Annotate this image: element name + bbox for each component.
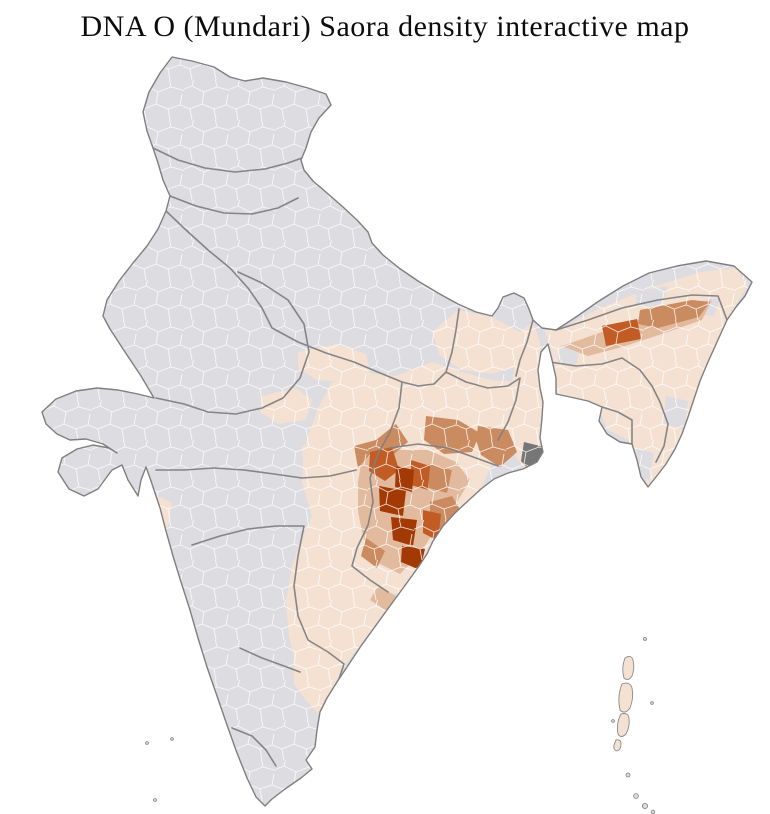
lakshadweep-islands[interactable] [145,737,174,802]
islet[interactable] [625,772,631,778]
state-borders [152,147,728,767]
andaman-north-island[interactable] [622,655,635,681]
region-udupi-district[interactable] [169,614,180,641]
andaman-south-island[interactable] [616,713,630,737]
islet[interactable] [633,793,639,799]
islet[interactable] [642,803,649,810]
islet[interactable] [145,741,149,745]
andaman-middle-island[interactable] [618,682,634,713]
islet[interactable] [170,737,174,741]
islet[interactable] [650,809,656,814]
page-title: DNA O (Mundari) Saora density interactiv… [80,10,690,43]
andaman-islands[interactable] [613,655,635,752]
islet[interactable] [643,637,647,641]
islet[interactable] [153,798,157,802]
islet[interactable] [650,701,654,705]
district-mesh-overlay [42,57,752,806]
islet[interactable] [611,719,615,723]
little-andaman-island[interactable] [613,739,622,752]
